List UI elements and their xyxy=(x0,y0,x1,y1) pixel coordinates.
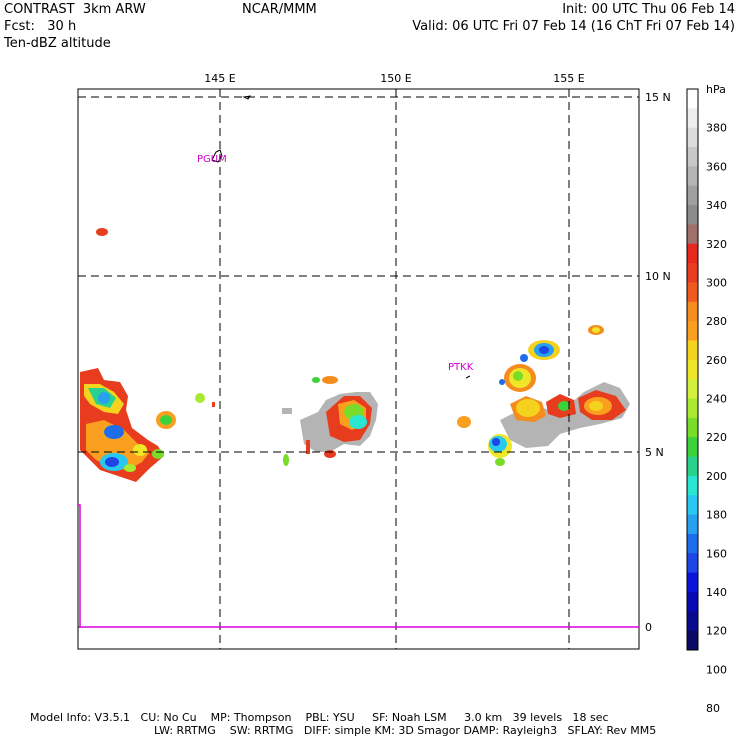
colorbar-label: 380 xyxy=(706,122,727,135)
colorbar-swatch xyxy=(687,185,698,206)
field-name: Ten-dBZ altitude xyxy=(4,36,111,51)
footer-physics-info: LW: RRTMG SW: RRTMG DIFF: simple KM: 3D … xyxy=(154,724,657,737)
colorbar-label: 220 xyxy=(706,431,727,444)
colorbar-swatch xyxy=(687,301,698,322)
colorbar-swatch xyxy=(687,591,698,612)
colorbar-swatch xyxy=(687,475,698,496)
colorbar-frame xyxy=(686,88,699,651)
colorbar-label: 160 xyxy=(706,547,727,560)
colorbar-swatch xyxy=(687,224,698,245)
chuuk-coastline xyxy=(465,375,471,379)
init-time: Init: 00 UTC Thu 06 Feb 14 xyxy=(562,2,735,17)
colorbar-label: 360 xyxy=(706,160,727,173)
colorbar-swatch xyxy=(687,127,698,148)
colorbar-unit: hPa xyxy=(706,83,726,96)
lat-label-5n: 5 N xyxy=(645,446,664,459)
colorbar-swatch xyxy=(687,243,698,264)
cell-cluster-west xyxy=(80,228,292,482)
colorbar-label: 180 xyxy=(706,509,727,522)
valid-time: Valid: 06 UTC Fri 07 Feb 14 (16 ChT Fri … xyxy=(412,19,735,34)
colorbar-swatch xyxy=(687,205,698,225)
colorbar-swatch xyxy=(687,282,698,303)
lon-label-145: 145 E xyxy=(204,72,235,85)
colorbar-swatch xyxy=(687,263,698,283)
lat-label-10n: 10 N xyxy=(645,270,671,283)
station-label-pgum: PGUM xyxy=(197,154,227,165)
island-coastline xyxy=(242,95,252,100)
forecast-hour: Fcst: 30 h xyxy=(4,19,77,34)
colorbar-label: 320 xyxy=(706,238,727,251)
colorbar-swatch xyxy=(687,359,698,380)
station-label-ptkk: PTKK xyxy=(448,362,474,373)
guam-coastline xyxy=(211,149,223,163)
colorbar-swatch xyxy=(687,611,698,632)
colorbar-swatch xyxy=(687,456,698,477)
colorbar-swatch xyxy=(687,533,698,554)
colorbar-swatch xyxy=(687,379,698,400)
colorbar-label: 140 xyxy=(706,586,727,599)
colorbar-swatch xyxy=(687,89,698,109)
colorbar-swatch xyxy=(687,147,698,167)
colorbar-label: 300 xyxy=(706,276,727,289)
colorbar-swatch xyxy=(687,340,698,361)
colorbar-swatch xyxy=(687,108,698,129)
colorbar-label: 200 xyxy=(706,470,727,483)
colorbar-label: 120 xyxy=(706,625,727,638)
model-title: CONTRAST 3km ARW xyxy=(4,2,146,17)
lat-label-0: 0 xyxy=(645,621,652,634)
colorbar-swatch xyxy=(687,553,698,574)
colorbar-label: 280 xyxy=(706,315,727,328)
lon-label-150: 150 E xyxy=(380,72,411,85)
colorbar-label: 240 xyxy=(706,393,727,406)
colorbar-label: 260 xyxy=(706,354,727,367)
colorbar-swatch xyxy=(687,437,698,458)
domain-boundary xyxy=(78,504,639,628)
colorbar-swatch xyxy=(687,514,698,535)
footer-model-info: Model Info: V3.5.1 CU: No Cu MP: Thompso… xyxy=(30,711,609,724)
colorbar-label: 80 xyxy=(706,702,720,715)
colorbar-swatch xyxy=(687,495,698,516)
colorbar-label: 100 xyxy=(706,663,727,676)
map-frame xyxy=(77,88,640,650)
colorbar-swatch xyxy=(687,398,698,419)
colorbar-swatch xyxy=(687,572,698,593)
reflectivity-cells xyxy=(80,228,630,482)
lat-label-15n: 15 N xyxy=(645,91,671,104)
colorbar-swatch xyxy=(687,166,698,187)
map-gridlines xyxy=(78,89,639,649)
colorbar-swatch xyxy=(687,417,698,438)
cell-cluster-east xyxy=(457,325,630,466)
lon-label-155: 155 E xyxy=(553,72,584,85)
colorbar-swatch xyxy=(687,630,698,651)
colorbar: 380 360 340 320 300 280 260 240 220 200 180 160 140 1… xyxy=(686,88,727,715)
colorbar-label: 340 xyxy=(706,199,727,212)
colorbar-swatch xyxy=(687,321,698,341)
center-label: NCAR/MMM xyxy=(242,2,317,17)
cell-cluster-central xyxy=(300,376,378,458)
